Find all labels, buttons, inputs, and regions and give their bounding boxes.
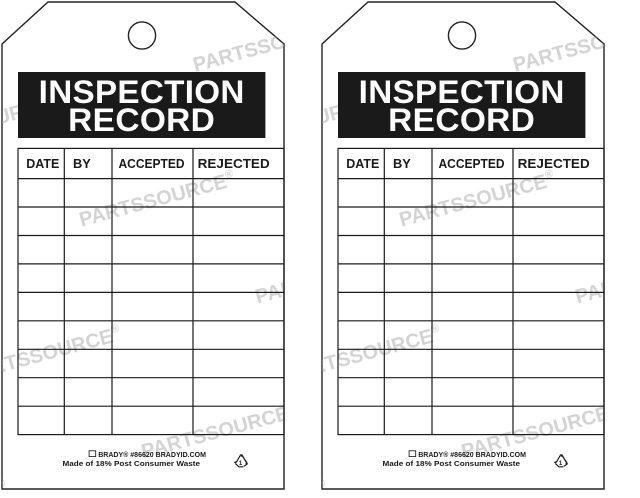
svg-text:BRADY® #86620 BRADYID.COM: BRADY® #86620 BRADYID.COM <box>98 451 206 459</box>
svg-text:REJECTED: REJECTED <box>198 156 270 171</box>
svg-text:RECORD: RECORD <box>68 102 215 138</box>
svg-text:BY: BY <box>73 156 91 171</box>
svg-text:ACCEPTED: ACCEPTED <box>119 156 185 171</box>
svg-text:Made of 18% Post Consumer Wast: Made of 18% Post Consumer Waste <box>63 460 201 468</box>
svg-text:DATE: DATE <box>26 156 59 171</box>
